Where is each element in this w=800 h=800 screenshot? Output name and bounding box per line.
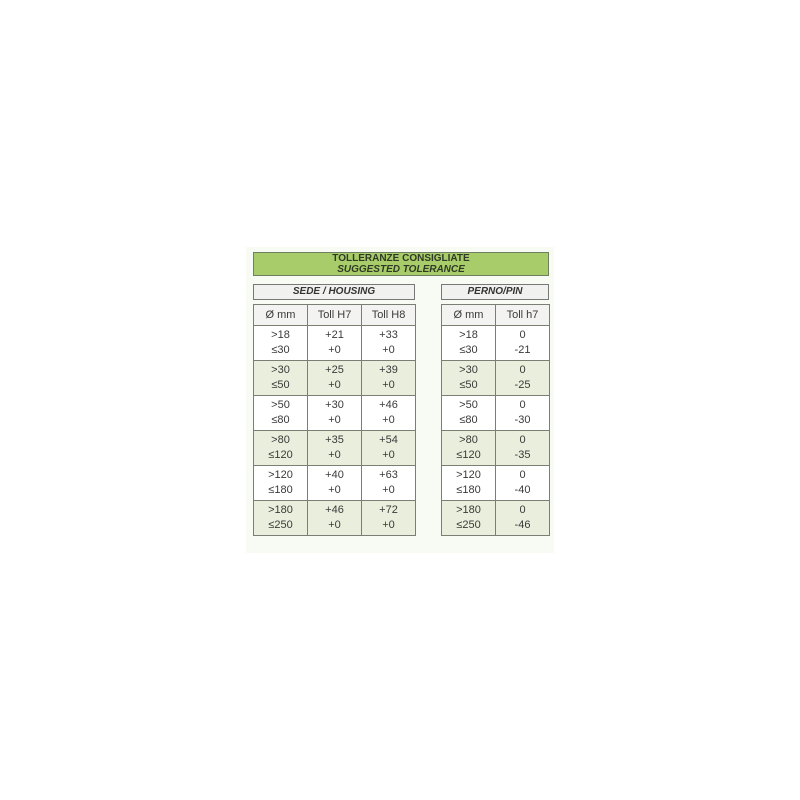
table-row: >80 ≤120 +35 +0 +54 +0 bbox=[253, 430, 416, 466]
table-title: TOLLERANZE CONSIGLIATE SUGGESTED TOLERAN… bbox=[253, 252, 549, 276]
table-cell: +30 +0 bbox=[307, 395, 362, 431]
table-row: >80 ≤120 0 -35 bbox=[441, 430, 550, 466]
table-cell: 0 -30 bbox=[495, 395, 550, 431]
column-header: Toll H7 bbox=[307, 304, 362, 326]
table-cell: +33 +0 bbox=[361, 325, 416, 361]
column-header: Ø mm bbox=[441, 304, 496, 326]
table-row: >50 ≤80 +30 +0 +46 +0 bbox=[253, 395, 416, 431]
table-row: >18 ≤30 0 -21 bbox=[441, 325, 550, 361]
title-english: SUGGESTED TOLERANCE bbox=[337, 263, 465, 275]
table-cell: >180 ≤250 bbox=[441, 500, 496, 536]
column-header: Ø mm bbox=[253, 304, 308, 326]
housing-label: SEDE / HOUSING bbox=[253, 284, 415, 300]
table-cell: >180 ≤250 bbox=[253, 500, 308, 536]
table-cell: >80 ≤120 bbox=[441, 430, 496, 466]
table-cell: 0 -35 bbox=[495, 430, 550, 466]
table-cell: +54 +0 bbox=[361, 430, 416, 466]
housing-table: Ø mm Toll H7 Toll H8 >18 ≤30 +21 +0 +33 +0 >30… bbox=[253, 304, 416, 536]
table-cell: >80 ≤120 bbox=[253, 430, 308, 466]
column-header: Toll H8 bbox=[361, 304, 416, 326]
table-cell: >120 ≤180 bbox=[253, 465, 308, 501]
table-cell: 0 -46 bbox=[495, 500, 550, 536]
table-cell: +25 +0 bbox=[307, 360, 362, 396]
table-row: >180 ≤250 0 -46 bbox=[441, 500, 550, 536]
pin-table: Ø mm Toll h7 >18 ≤30 0 -21 >30 ≤50 0 -25 >50 ≤… bbox=[441, 304, 550, 536]
pin-label: PERNO/PIN bbox=[441, 284, 549, 300]
table-cell: +46 +0 bbox=[307, 500, 362, 536]
table-cell: +35 +0 bbox=[307, 430, 362, 466]
table-row: >30 ≤50 0 -25 bbox=[441, 360, 550, 396]
table-row: >50 ≤80 0 -30 bbox=[441, 395, 550, 431]
title-italian: TOLLERANZE CONSIGLIATE bbox=[332, 253, 470, 264]
table-cell: +21 +0 bbox=[307, 325, 362, 361]
table-cell: +46 +0 bbox=[361, 395, 416, 431]
table-cell: >18 ≤30 bbox=[441, 325, 496, 361]
table-row: >180 ≤250 +46 +0 +72 +0 bbox=[253, 500, 416, 536]
table-row: >30 ≤50 +25 +0 +39 +0 bbox=[253, 360, 416, 396]
table-cell: +40 +0 bbox=[307, 465, 362, 501]
table-cell: 0 -25 bbox=[495, 360, 550, 396]
table-cell: >50 ≤80 bbox=[253, 395, 308, 431]
table-cell: >30 ≤50 bbox=[253, 360, 308, 396]
table-cell: 0 -21 bbox=[495, 325, 550, 361]
column-header: Toll h7 bbox=[495, 304, 550, 326]
table-cell: >50 ≤80 bbox=[441, 395, 496, 431]
table-cell: +72 +0 bbox=[361, 500, 416, 536]
table-cell: +63 +0 bbox=[361, 465, 416, 501]
table-cell: >120 ≤180 bbox=[441, 465, 496, 501]
table-row: >18 ≤30 +21 +0 +33 +0 bbox=[253, 325, 416, 361]
table-cell: +39 +0 bbox=[361, 360, 416, 396]
table-cell: 0 -40 bbox=[495, 465, 550, 501]
table-row: >120 ≤180 0 -40 bbox=[441, 465, 550, 501]
table-row: >120 ≤180 +40 +0 +63 +0 bbox=[253, 465, 416, 501]
table-cell: >18 ≤30 bbox=[253, 325, 308, 361]
table-cell: >30 ≤50 bbox=[441, 360, 496, 396]
